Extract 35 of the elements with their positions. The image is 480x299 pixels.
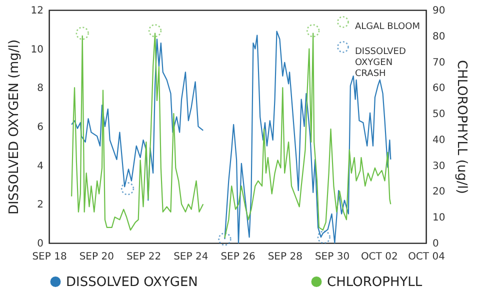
legend-label: ALGAL BLOOM — [355, 22, 420, 32]
x-tick-label: OCT 04 — [408, 252, 445, 262]
y2-tick-label: 40 — [432, 134, 446, 146]
y-tick-label: 4 — [37, 160, 44, 172]
x-tick-label: OCT 02 — [360, 252, 398, 262]
legend-label: DISSOLVED OXYGEN CRASH — [355, 47, 406, 79]
y2-tick-label: 80 — [432, 31, 446, 42]
x-tick-label: SEP 26 — [220, 252, 256, 262]
point — [218, 232, 232, 246]
legend-label: CHLOROPHYLL — [327, 274, 423, 290]
y2-tick-label: 60 — [432, 83, 446, 94]
y2-tick-label: 50 — [432, 109, 446, 120]
y2-tick-label: 20 — [432, 186, 446, 198]
x-tick-label: SEP 20 — [79, 252, 114, 262]
x-tick-label: SEP 30 — [314, 252, 350, 262]
legend-label: DISSOLVED OXYGEN — [66, 274, 198, 290]
x-tick-label: SEP 18 — [32, 252, 67, 262]
y2-tick-label: 10 — [432, 212, 446, 224]
point — [120, 182, 134, 196]
y-tick-label: 10 — [30, 44, 44, 56]
x-tick-label: SEP 28 — [268, 252, 302, 262]
y-tick-label: 2 — [37, 200, 44, 211]
y-tick-label: 0 — [37, 238, 44, 250]
y2-tick-label: 70 — [432, 57, 446, 68]
y-tick-label: 12 — [30, 6, 44, 16]
y2-tick-label: 0 — [432, 238, 439, 250]
y2-axis-title: CHLOROPHYLL (ug/l) — [454, 60, 470, 194]
y-tick-label: 8 — [37, 83, 44, 94]
y2-tick-label: 30 — [432, 160, 446, 172]
x-tick-label: SEP 22 — [126, 252, 162, 262]
y-axis-title: DISSOLVED OXYGEN (mg/l) — [6, 39, 22, 215]
y2-tick-label: 90 — [432, 6, 446, 16]
point — [317, 230, 330, 244]
x-tick-label: SEP 24 — [174, 252, 208, 262]
y-tick-label: 6 — [37, 122, 44, 133]
